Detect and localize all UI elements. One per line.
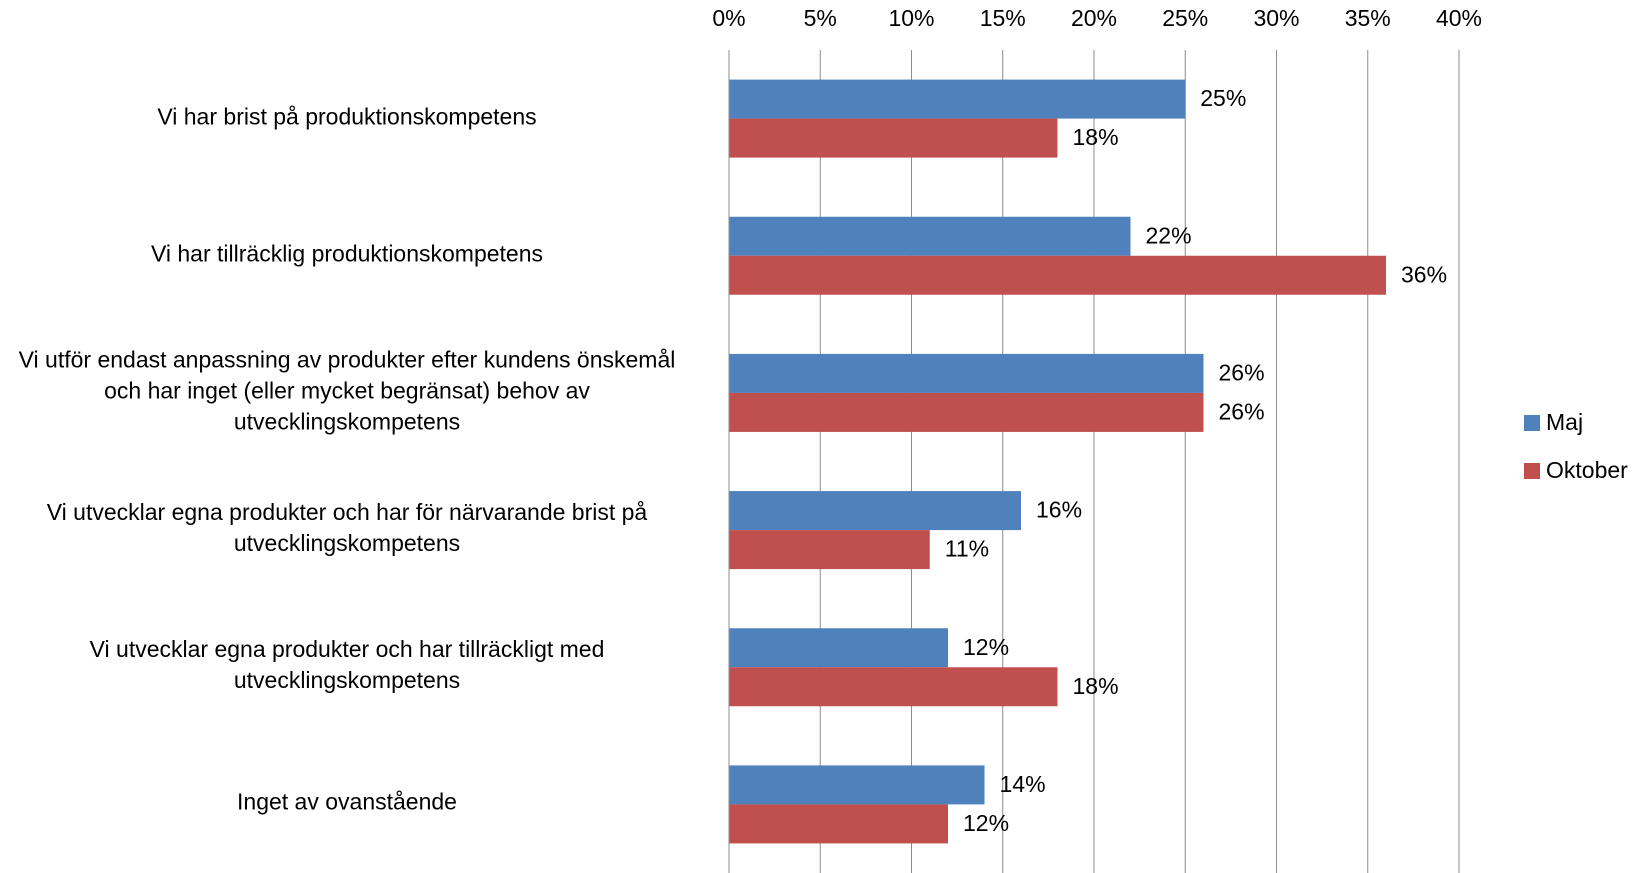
bar bbox=[729, 628, 948, 668]
legend-label: Oktober bbox=[1546, 457, 1628, 483]
legend-label: Maj bbox=[1546, 409, 1583, 435]
category-label: Vi utför endast anpassning av produkter … bbox=[18, 346, 676, 435]
data-label: 11% bbox=[945, 536, 989, 562]
x-tick-label: 35% bbox=[1345, 5, 1391, 31]
bar bbox=[729, 118, 1058, 158]
bar bbox=[729, 392, 1204, 432]
bar bbox=[729, 667, 1058, 707]
x-tick-label: 40% bbox=[1436, 5, 1482, 31]
legend-swatch bbox=[1524, 463, 1540, 479]
category-label: Vi har tillräcklig produktionskompetens bbox=[150, 240, 544, 267]
bar bbox=[729, 530, 930, 570]
category-label: Vi utvecklar egna produkter och har till… bbox=[89, 636, 605, 694]
data-label: 16% bbox=[1036, 497, 1082, 523]
bar bbox=[729, 79, 1186, 119]
x-tick-label: 5% bbox=[804, 5, 837, 31]
category-label: Inget av ovanstående bbox=[237, 788, 457, 815]
category-label: Vi utvecklar egna produkter och har för … bbox=[46, 499, 648, 557]
data-label: 18% bbox=[1073, 124, 1119, 150]
category-label: Vi har brist på produktionskompetens bbox=[157, 103, 537, 130]
data-label: 26% bbox=[1219, 398, 1265, 424]
x-tick-label: 15% bbox=[980, 5, 1026, 31]
bar bbox=[729, 804, 948, 844]
x-tick-label: 30% bbox=[1253, 5, 1299, 31]
data-label: 18% bbox=[1073, 673, 1119, 699]
legend-swatch bbox=[1524, 415, 1540, 431]
x-tick-label: 25% bbox=[1162, 5, 1208, 31]
bar bbox=[729, 353, 1204, 393]
x-tick-label: 10% bbox=[888, 5, 934, 31]
bar bbox=[729, 491, 1021, 531]
bar bbox=[729, 255, 1386, 295]
data-label: 26% bbox=[1219, 359, 1265, 385]
x-tick-label: 20% bbox=[1071, 5, 1117, 31]
data-label: 12% bbox=[963, 810, 1009, 836]
data-label: 22% bbox=[1146, 222, 1192, 248]
data-label: 14% bbox=[1000, 771, 1046, 797]
bar bbox=[729, 765, 985, 805]
x-tick-label: 0% bbox=[712, 5, 745, 31]
data-label: 12% bbox=[963, 634, 1009, 660]
data-label: 25% bbox=[1200, 85, 1246, 111]
bar bbox=[729, 216, 1131, 256]
data-label: 36% bbox=[1401, 261, 1447, 287]
